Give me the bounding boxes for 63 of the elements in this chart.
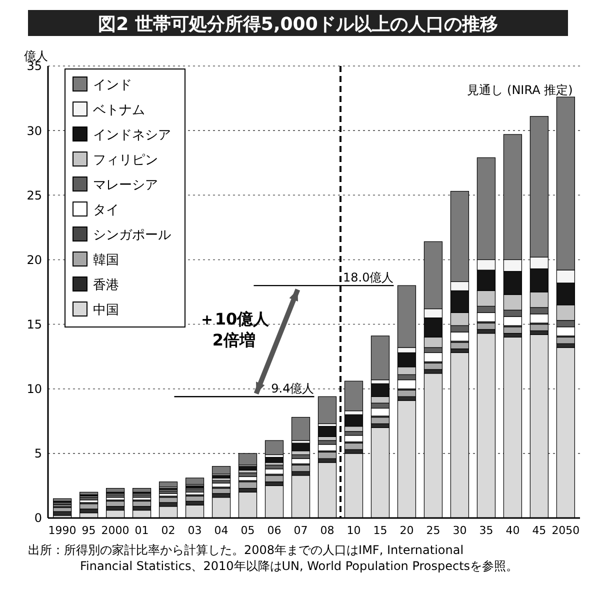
y-tick-label: 10 <box>26 382 42 396</box>
y-tick-label: 30 <box>26 124 42 138</box>
bar <box>291 416 310 441</box>
x-tick-label: 02 <box>161 524 176 537</box>
chart-title: 図2 世帯可処分所得5,000ドル以上の人口の推移 <box>98 14 498 35</box>
bar <box>370 336 390 380</box>
x-tick-label: 2000 <box>101 524 130 537</box>
x-tick-label: 04 <box>214 524 228 537</box>
bar <box>132 488 152 492</box>
bar <box>53 498 72 502</box>
annotation: 見通し (NIRA 推定) <box>467 83 573 97</box>
x-tick-label: 03 <box>188 524 202 537</box>
legend-label: 中国 <box>93 303 119 318</box>
bar <box>212 488 231 494</box>
bar <box>185 478 204 485</box>
x-tick-label: 25 <box>426 524 440 537</box>
legend-label: フィリピン <box>93 153 158 168</box>
x-tick-label: 08 <box>320 524 334 537</box>
bar <box>212 466 231 474</box>
legend-label: インドネシア <box>93 128 171 143</box>
legend-label: シンガポール <box>93 228 171 243</box>
x-tick-label: 35 <box>479 524 494 537</box>
bar <box>264 457 284 463</box>
y-tick-label: 20 <box>26 252 42 267</box>
bar <box>264 440 284 456</box>
x-tick-label: 10 <box>346 524 361 537</box>
bar <box>106 488 125 492</box>
y-tick-label: 25 <box>26 188 42 202</box>
y-tick-label: 15 <box>26 317 42 332</box>
x-tick-label: 45 <box>532 524 546 537</box>
bar <box>79 492 98 496</box>
x-tick-label: 40 <box>506 524 520 537</box>
legend-label: ベトナム <box>93 103 145 118</box>
legend-label: インド <box>93 78 132 93</box>
x-tick-label: 2050 <box>552 524 580 537</box>
x-tick-label: 1990 <box>48 524 76 537</box>
y-tick-label: 5 <box>34 446 42 461</box>
bar <box>158 490 178 494</box>
legend-label: タイ <box>93 203 119 218</box>
legend-label: 韓国 <box>93 253 119 268</box>
legend-label: マレーシア <box>93 178 158 193</box>
x-tick-label: 01 <box>134 524 149 537</box>
x-tick-label: 95 <box>82 524 96 537</box>
bar <box>158 482 178 488</box>
bar <box>158 497 178 503</box>
annotation: 18.0億人 <box>343 270 394 285</box>
y-tick-label: 0 <box>34 511 42 526</box>
x-tick-label: 15 <box>373 524 388 537</box>
bar <box>291 442 310 452</box>
x-tick-label: 30 <box>452 524 467 537</box>
bar <box>318 426 337 437</box>
y-axis-title: 億人 <box>24 49 48 63</box>
bar <box>344 380 364 412</box>
x-tick-label: 06 <box>267 524 282 537</box>
annotation: ＋10億人 2倍増 <box>198 309 270 350</box>
bar <box>79 503 98 510</box>
bar <box>318 396 337 424</box>
x-tick-label: 20 <box>400 524 414 537</box>
x-tick-label: 07 <box>294 524 308 537</box>
annotation: 9.4億人 <box>271 382 314 396</box>
text: 出所：所得別の家計比率から計算した。2008年までの人口はIMF, International Financial Statistics、2010年以降はUN, World Population Prospectsを参照。 <box>28 543 518 573</box>
x-tick-label: 05 <box>240 524 255 537</box>
legend-label: 香港 <box>93 278 119 293</box>
